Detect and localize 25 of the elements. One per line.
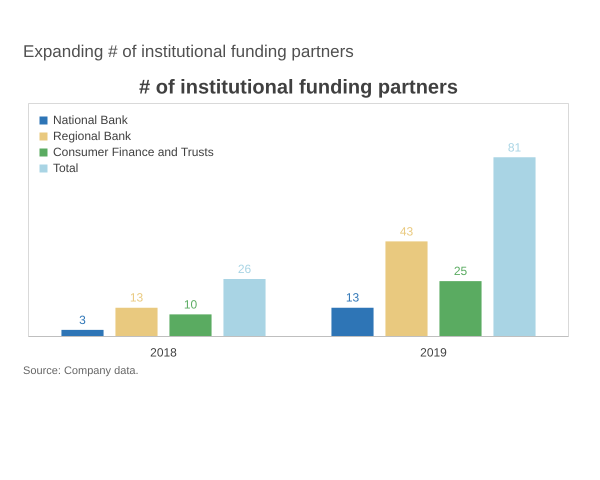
data-label: 13 <box>346 291 360 306</box>
data-label: 13 <box>130 291 144 306</box>
legend-label: Regional Bank <box>53 129 132 144</box>
source-note: Source: Company data. <box>23 364 139 380</box>
data-label: 25 <box>454 264 468 278</box>
data-label: 26 <box>238 262 252 276</box>
bar <box>169 314 212 337</box>
bar <box>223 279 266 337</box>
bar <box>439 281 482 337</box>
bar <box>331 308 374 337</box>
x-tick-label: 2018 <box>150 346 178 360</box>
x-tick-label: 2019 <box>420 346 448 360</box>
legend-label: National Bank <box>53 113 128 128</box>
data-label: 81 <box>508 140 522 155</box>
bar <box>115 308 158 337</box>
bar <box>493 158 536 337</box>
data-label: 43 <box>400 224 414 239</box>
chart-title: Expanding # of institutional funding partners <box>23 41 354 63</box>
chart-subtitle: # of institutional funding partners <box>139 76 458 99</box>
data-label: 3 <box>79 313 86 328</box>
bar <box>61 330 104 337</box>
data-label: 10 <box>184 298 198 312</box>
bar <box>385 242 428 337</box>
legend-label: Total <box>53 161 78 176</box>
legend-label: Consumer Finance and Trusts <box>53 145 214 160</box>
